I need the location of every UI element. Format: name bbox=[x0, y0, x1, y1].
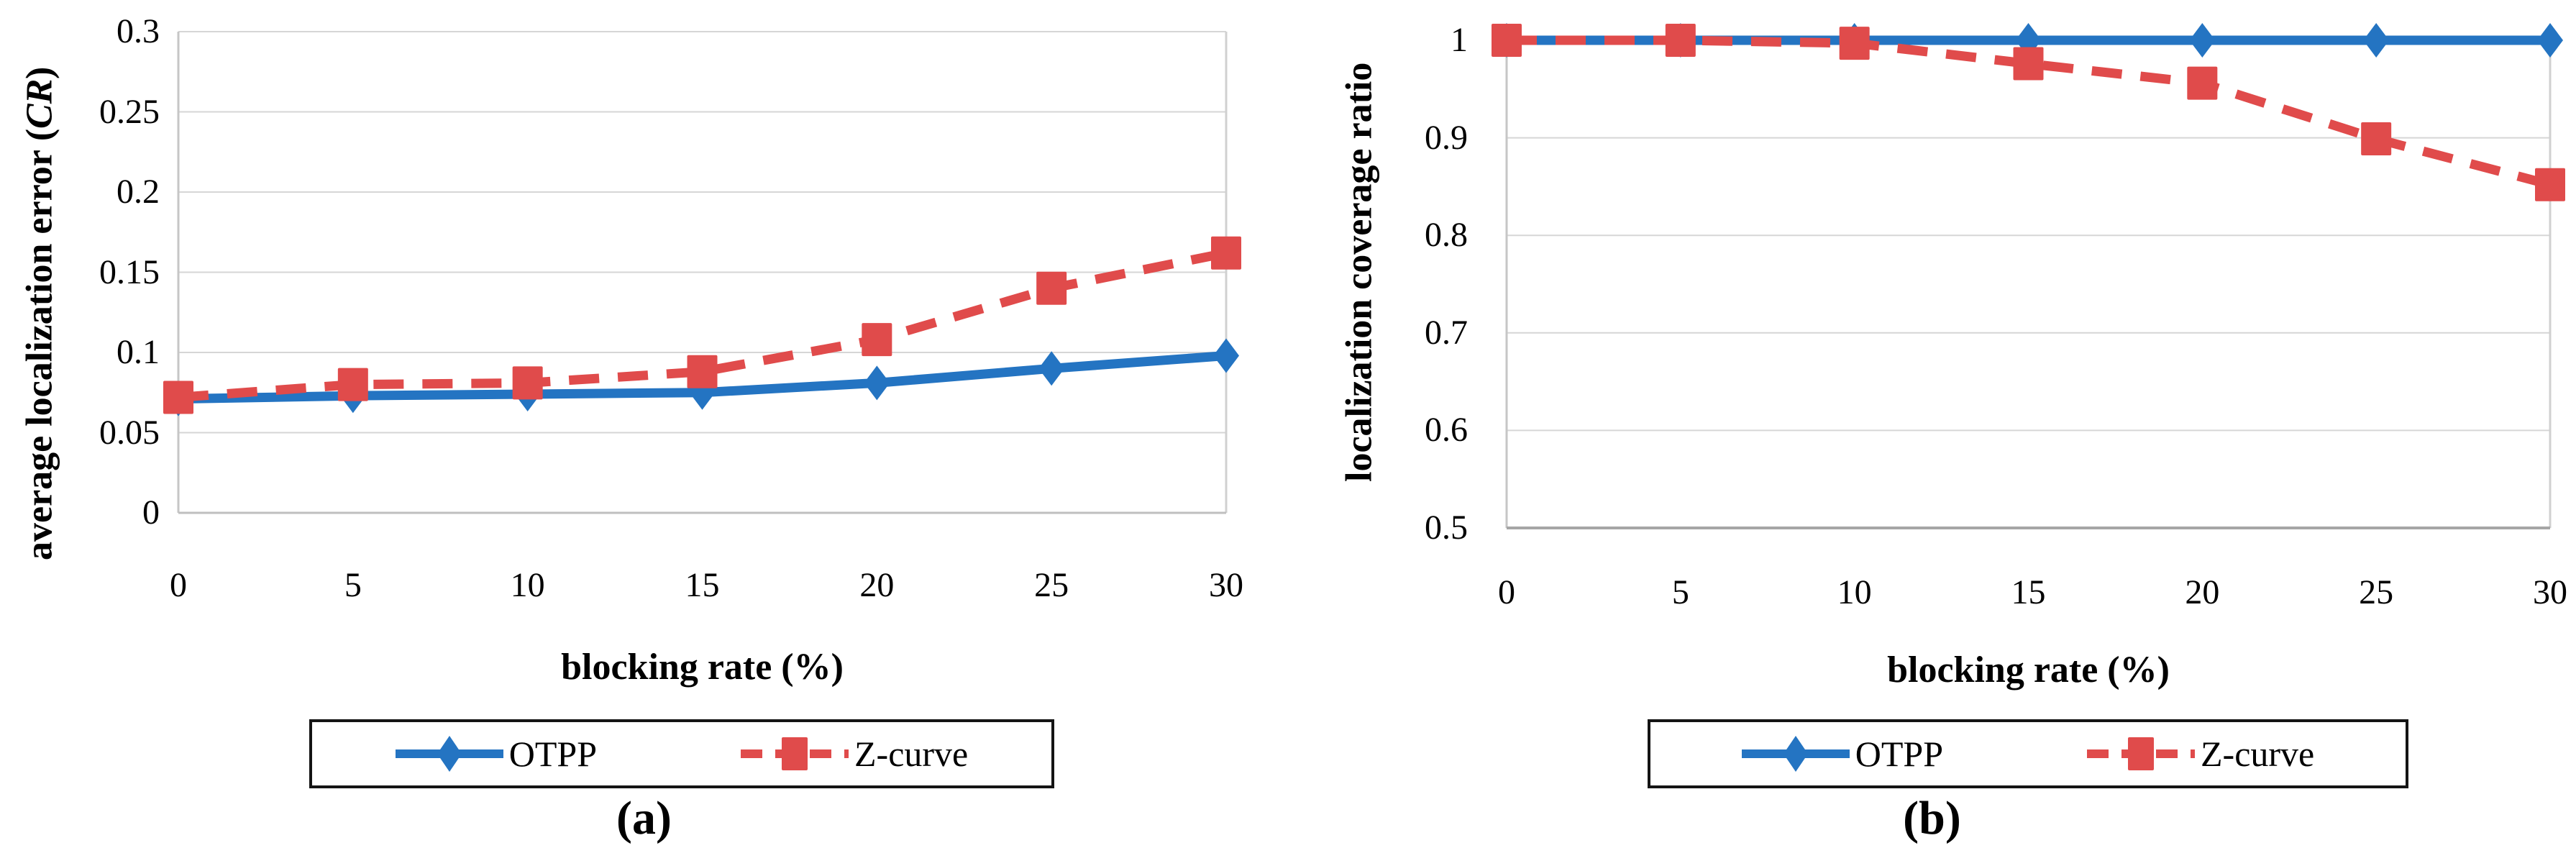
x-tick-label: 0 bbox=[1498, 573, 1515, 611]
y-axis-title-text: ) bbox=[19, 66, 60, 79]
zcurve-marker-square bbox=[1492, 24, 1522, 57]
legend-entry-otpp: OTPP bbox=[1741, 731, 1944, 777]
x-tick-label: 30 bbox=[1209, 566, 1243, 604]
x-tick-label: 20 bbox=[859, 566, 895, 604]
chart-a: average localization error (CR) blocking… bbox=[19, 12, 1244, 844]
series-zcurve bbox=[163, 236, 1241, 414]
y-tick-label: 0.2 bbox=[117, 173, 160, 211]
y-tick-label: 0.15 bbox=[99, 252, 160, 291]
legend-entry-zcurve: Z-curve bbox=[2087, 731, 2314, 777]
zcurve-marker-square bbox=[2535, 168, 2565, 201]
otpp-legend-marker bbox=[437, 736, 462, 772]
series-zcurve bbox=[1492, 24, 2565, 201]
otpp-marker-diamond bbox=[1038, 351, 1065, 386]
otpp-legend-glyph-icon bbox=[395, 736, 503, 772]
zcurve-marker-square bbox=[2361, 122, 2392, 155]
caption: (a) bbox=[616, 792, 672, 844]
zcurve-marker-square bbox=[2187, 66, 2218, 100]
y-axis-title: localization coverage ratio bbox=[1320, 0, 1399, 596]
y-tick-label: 0.8 bbox=[1425, 216, 1468, 255]
y-tick-label: 0.25 bbox=[99, 92, 160, 131]
legend-entry-otpp: OTPP bbox=[395, 731, 598, 777]
zcurve-marker-square bbox=[337, 368, 368, 401]
otpp-marker-diamond bbox=[2537, 23, 2563, 58]
x-tick-label: 5 bbox=[1671, 573, 1689, 611]
y-tick-label: 0.6 bbox=[1425, 411, 1468, 450]
legend-label: OTPP bbox=[1855, 734, 1944, 774]
legend-entry-zcurve: Z-curve bbox=[741, 731, 968, 777]
zcurve-marker-square bbox=[862, 323, 892, 357]
zcurve-marker-square bbox=[2013, 47, 2044, 81]
legend-label: Z-curve bbox=[854, 734, 969, 774]
zcurve-marker-square bbox=[512, 366, 543, 400]
plot-area-a bbox=[163, 31, 1241, 514]
zcurve-marker-square bbox=[1036, 271, 1067, 305]
otpp-legend-marker bbox=[1783, 736, 1808, 772]
zcurve-marker-square bbox=[163, 380, 193, 414]
y-tick-label: 0.9 bbox=[1425, 118, 1468, 157]
zcurve-marker-square bbox=[1211, 236, 1241, 270]
zcurve-marker-square bbox=[1839, 27, 1870, 60]
x-tick-label: 15 bbox=[2011, 573, 2046, 611]
zcurve-marker-square bbox=[1665, 24, 1696, 57]
x-tick-label: 20 bbox=[2185, 573, 2220, 611]
caption: (b) bbox=[1903, 792, 1961, 844]
x-tick-label: 15 bbox=[685, 566, 720, 604]
y-tick-label: 0.1 bbox=[117, 333, 160, 371]
y-tick-label: 0.7 bbox=[1425, 313, 1468, 352]
x-tick-label: 10 bbox=[510, 566, 545, 604]
y-tick-label: 0.05 bbox=[99, 413, 160, 452]
zcurve-legend-glyph-icon bbox=[741, 737, 849, 770]
legend: OTPP Z-curve bbox=[1648, 719, 2408, 788]
x-axis-title: blocking rate (%) bbox=[1887, 650, 2170, 690]
otpp-marker-diamond bbox=[2363, 23, 2390, 58]
zcurve-legend-glyph-icon bbox=[2087, 737, 2196, 770]
legend-label: OTPP bbox=[508, 734, 598, 774]
y-tick-label: 0 bbox=[142, 493, 160, 532]
x-tick-label: 25 bbox=[1034, 566, 1069, 604]
y-tick-label: 1 bbox=[1451, 21, 1468, 59]
otpp-marker-diamond bbox=[2189, 23, 2216, 58]
otpp-marker-diamond bbox=[1213, 338, 1239, 373]
zcurve-legend-marker bbox=[782, 737, 808, 770]
x-tick-label: 30 bbox=[2533, 573, 2567, 611]
x-tick-label: 5 bbox=[344, 566, 362, 604]
x-tick-label: 25 bbox=[2359, 573, 2394, 611]
otpp-legend-glyph-icon bbox=[1741, 736, 1850, 772]
y-tick-label: 0.5 bbox=[1425, 509, 1468, 547]
zcurve-marker-square bbox=[687, 355, 718, 388]
y-tick-label: 0.3 bbox=[117, 12, 160, 50]
x-tick-label: 0 bbox=[170, 566, 187, 604]
x-axis-title: blocking rate (%) bbox=[561, 647, 844, 688]
x-tick-label: 10 bbox=[1837, 573, 1872, 611]
chart-b: localization coverage ratio blocking rat… bbox=[1288, 0, 2576, 866]
plot-area-b bbox=[1492, 23, 2565, 529]
otpp-marker-diamond bbox=[864, 365, 890, 401]
legend-label: Z-curve bbox=[2201, 734, 2315, 774]
zcurve-legend-marker bbox=[2128, 737, 2155, 770]
legend: OTPP Z-curve bbox=[309, 719, 1054, 788]
